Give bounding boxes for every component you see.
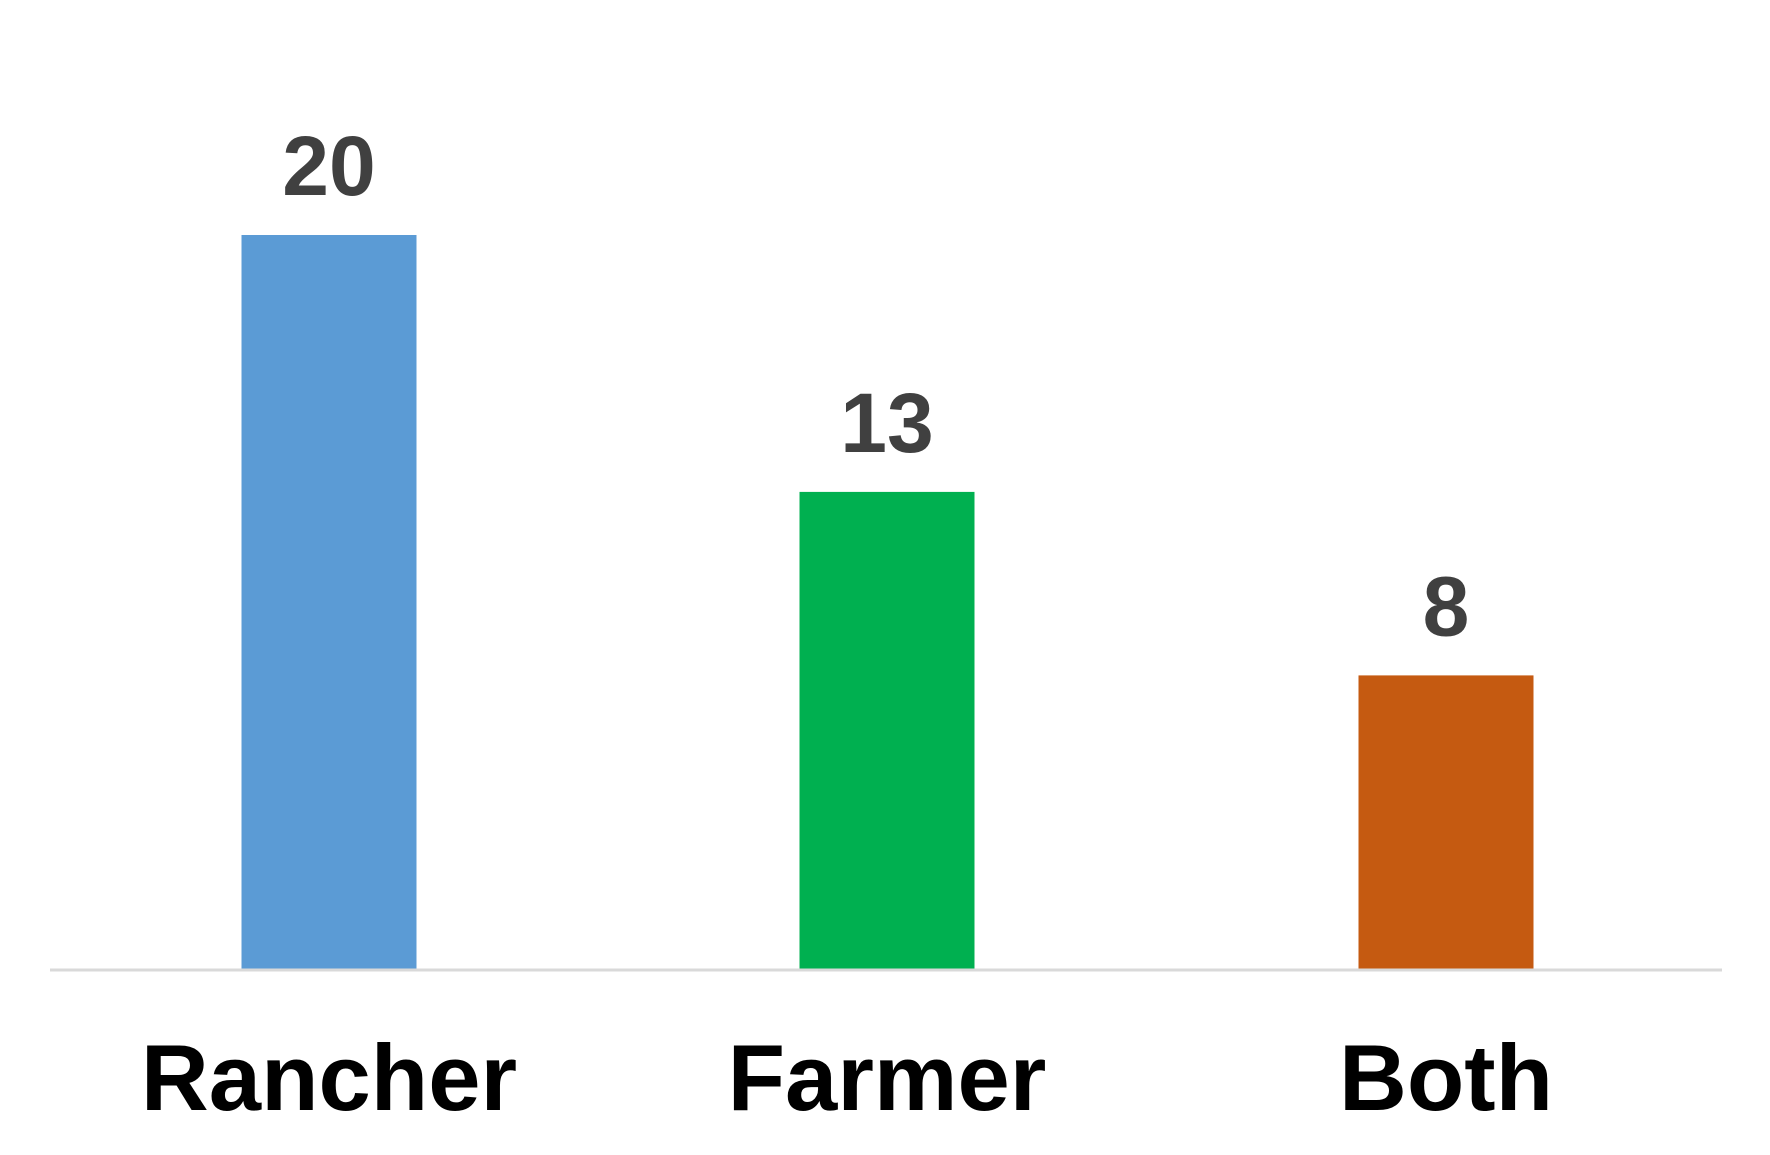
category-labels-group: Rancher Farmer Both: [141, 1025, 1553, 1130]
category-label-farmer: Farmer: [728, 1025, 1047, 1130]
data-label-farmer: 13: [840, 376, 933, 470]
bars-group: [241, 235, 1534, 969]
category-label-both: Both: [1339, 1025, 1553, 1130]
category-label-rancher: Rancher: [141, 1025, 517, 1130]
bar-both: [1358, 675, 1534, 969]
bar-rancher: [241, 235, 417, 969]
bar-farmer: [799, 491, 975, 969]
data-label-rancher: 20: [282, 119, 375, 213]
data-label-both: 8: [1423, 559, 1470, 653]
value-labels-group: 20 13 8: [282, 119, 1469, 653]
